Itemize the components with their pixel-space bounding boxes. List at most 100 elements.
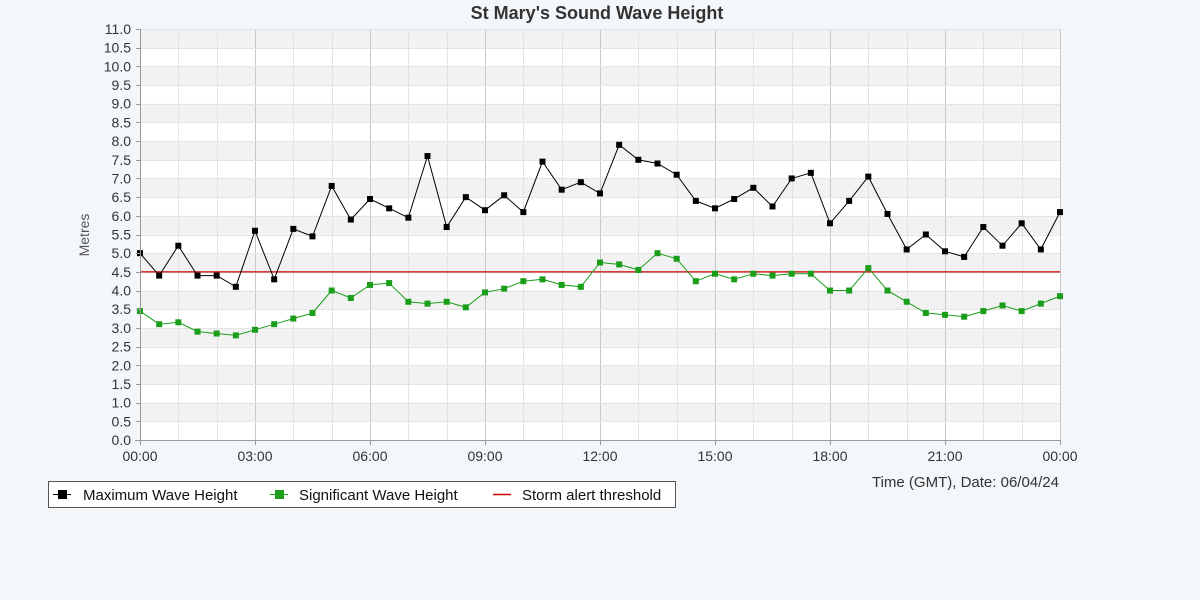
y-axis-label: Metres (76, 214, 92, 257)
significant-wave-height-point (769, 272, 776, 279)
maximum-wave-height-point (367, 196, 373, 203)
significant-wave-height-point (194, 328, 201, 335)
y-tick-label: 2.0 (112, 357, 132, 373)
y-tick-label: 7.0 (112, 170, 132, 186)
maximum-wave-height-point (309, 233, 316, 240)
maximum-wave-height-point (673, 171, 680, 178)
series-layer (137, 141, 1063, 339)
significant-wave-height-point (539, 276, 546, 283)
maximum-wave-height-point (539, 158, 546, 165)
y-tick-label: 0.5 (112, 413, 132, 429)
significant-wave-height-point (788, 270, 795, 277)
legend-marker-maximum (58, 490, 67, 499)
maximum-wave-height-point (597, 190, 603, 197)
significant-wave-height-point (443, 298, 450, 305)
legend-label-maximum: Maximum Wave Height (83, 487, 238, 504)
maximum-wave-height-point (1057, 209, 1063, 216)
significant-wave-height-point (654, 250, 661, 257)
axis-labels: 0.0 0.5 1.0 1.5 2.0 2.5 3.0 3.5 4.0 4.5 5.0 5.5 6.0 6… (104, 21, 1078, 464)
maximum-wave-height-point (252, 227, 258, 234)
maximum-wave-height-point (903, 246, 910, 253)
significant-wave-height-point (807, 270, 814, 277)
maximum-wave-height-point (290, 225, 297, 232)
significant-wave-height-point (520, 278, 527, 285)
chart-title: St Mary's Sound Wave Height (471, 3, 724, 23)
y-tick-label: 10.0 (104, 58, 131, 74)
legend-item-maximum-wave-height[interactable]: Maximum Wave Height (53, 487, 238, 504)
legend-marker-significant (275, 490, 284, 499)
maximum-wave-height-point (922, 231, 929, 238)
maximum-wave-height-point (654, 160, 661, 167)
maximum-wave-height-point (692, 197, 699, 204)
x-tick-label: 06:00 (352, 448, 387, 464)
significant-wave-height-point (750, 270, 757, 277)
x-tick-label: 21:00 (927, 448, 962, 464)
maximum-wave-height-point (942, 248, 948, 255)
significant-wave-height-point (386, 280, 393, 287)
maximum-wave-height-point (616, 141, 623, 148)
maximum-wave-height-point (731, 196, 738, 203)
y-tick-label: 3.5 (112, 301, 132, 317)
maximum-wave-height-point (1018, 220, 1025, 227)
x-tick-label: 03:00 (237, 448, 272, 464)
maximum-wave-height-point (194, 272, 201, 279)
legend-item-significant-wave-height[interactable]: Significant Wave Height (270, 487, 459, 504)
maximum-wave-height-point (865, 173, 872, 180)
legend-item-storm-alert-threshold[interactable]: Storm alert threshold (493, 487, 661, 504)
maximum-wave-height-point (405, 214, 412, 221)
y-tick-label: 11.0 (105, 21, 131, 37)
maximum-wave-height-point (462, 194, 469, 201)
significant-wave-height-point (1018, 308, 1025, 315)
significant-wave-height-point (1037, 300, 1044, 307)
legend-label-significant: Significant Wave Height (299, 487, 459, 504)
significant-wave-height-point (903, 298, 910, 305)
y-tick-label: 4.5 (112, 264, 132, 280)
significant-wave-height-point (961, 313, 968, 320)
maximum-wave-height-point (424, 153, 431, 160)
legend: Maximum Wave Height Significant Wave Hei… (48, 481, 676, 508)
significant-wave-height-point (597, 259, 603, 266)
maximum-wave-height-point (961, 253, 968, 260)
y-tick-label: 9.5 (112, 77, 132, 93)
maximum-wave-height-point (520, 209, 527, 216)
significant-wave-height-point (501, 285, 508, 292)
maximum-wave-height-point (386, 205, 393, 212)
y-tick-label: 9.0 (112, 96, 132, 112)
significant-wave-height-point (635, 266, 642, 273)
significant-wave-height-point (405, 298, 412, 305)
maximum-wave-height-point (750, 184, 757, 191)
y-tick-label: 1.5 (112, 376, 132, 392)
significant-wave-height-point (616, 261, 623, 268)
maximum-wave-height-point (232, 283, 239, 290)
significant-wave-height-point (731, 276, 738, 283)
significant-wave-height-point (999, 302, 1006, 309)
maximum-wave-height-point (635, 156, 642, 163)
significant-wave-height-point (232, 332, 239, 339)
maximum-wave-height-point (271, 276, 278, 283)
y-tick-label: 10.5 (104, 40, 131, 56)
significant-wave-height-point (347, 295, 354, 302)
significant-wave-height-point (865, 265, 872, 272)
maximum-wave-height-point (788, 175, 795, 182)
maximum-wave-height-point (846, 197, 853, 204)
y-tick-label: 5.5 (112, 227, 132, 243)
significant-wave-height-point (577, 283, 584, 290)
y-tick-label: 0.0 (112, 432, 132, 448)
x-axis-label: Time (GMT), Date: 06/04/24 (872, 474, 1059, 491)
significant-wave-height-point (367, 281, 373, 288)
maximum-wave-height-point (213, 272, 220, 279)
maximum-wave-height-point (827, 220, 833, 227)
maximum-wave-height-point (501, 192, 508, 199)
y-tick-label: 8.0 (112, 133, 132, 149)
y-tick-label: 3.0 (112, 320, 132, 336)
maximum-wave-height-point (1037, 246, 1044, 253)
significant-wave-height-point (482, 289, 488, 296)
maximum-wave-height-point (328, 182, 335, 189)
legend-label-threshold: Storm alert threshold (522, 487, 661, 504)
significant-wave-height-point (328, 287, 335, 294)
y-tick-label: 7.5 (112, 152, 132, 168)
maximum-wave-height-point (807, 169, 814, 176)
maximum-wave-height-point (558, 186, 565, 193)
y-tick-label: 6.5 (112, 189, 132, 205)
